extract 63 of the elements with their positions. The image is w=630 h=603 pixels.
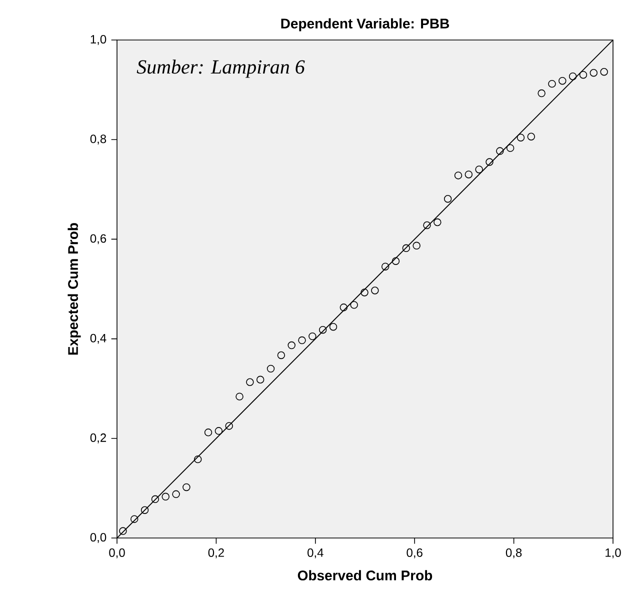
x-tick-label: 0,8 <box>506 548 522 558</box>
point <box>130 515 138 523</box>
point <box>392 257 400 265</box>
point <box>151 495 160 504</box>
point <box>486 158 494 166</box>
point <box>444 194 452 203</box>
point <box>381 262 390 270</box>
point <box>204 428 212 436</box>
x-tick-label: 0,4 <box>308 548 324 558</box>
point <box>600 68 608 76</box>
point <box>402 244 410 252</box>
point <box>277 351 286 360</box>
x-tick-label: 0,0 <box>109 548 125 558</box>
point <box>225 422 233 430</box>
point <box>194 455 202 464</box>
y-tick-label: 0,8 <box>90 134 106 145</box>
point <box>318 326 327 334</box>
x-tick-label: 0,2 <box>208 548 224 558</box>
point <box>579 70 588 79</box>
point <box>371 286 379 294</box>
y-tick-label: 0,4 <box>90 334 106 344</box>
point <box>496 147 504 155</box>
point <box>140 506 149 514</box>
point <box>246 378 254 386</box>
point <box>182 483 190 492</box>
point <box>568 72 577 80</box>
point <box>236 392 244 400</box>
point <box>298 336 306 344</box>
point <box>548 80 556 88</box>
point <box>256 376 264 384</box>
y-tick-label: 0,0 <box>90 533 106 543</box>
point <box>340 304 348 312</box>
point <box>288 341 296 350</box>
point <box>360 288 368 296</box>
point <box>350 301 358 309</box>
point <box>506 144 514 152</box>
point <box>590 68 598 77</box>
point <box>527 132 536 140</box>
y-tick-label: 0,6 <box>90 234 106 244</box>
point <box>434 218 442 226</box>
point <box>172 490 180 498</box>
point <box>516 134 525 142</box>
point <box>119 527 127 535</box>
point <box>558 76 566 85</box>
point <box>538 89 546 98</box>
chart-title: Dependent Variable: PBB <box>281 18 450 32</box>
point <box>162 492 170 501</box>
point <box>214 427 223 435</box>
y-axis-title: Expected Cum Prob <box>68 223 81 355</box>
point <box>464 170 473 178</box>
point <box>329 322 338 331</box>
y-tick-label: 1,0 <box>90 35 106 45</box>
y-tick-label: 0,2 <box>90 433 106 444</box>
point <box>423 221 431 230</box>
point <box>308 332 316 340</box>
x-tick-label: 1,0 <box>606 548 621 558</box>
x-axis-title: Observed Cum Prob <box>298 570 432 580</box>
x-tick-label: 0,6 <box>406 548 422 558</box>
point <box>454 172 462 180</box>
annotation: Sumber: Lampiran 6 <box>136 60 305 78</box>
point <box>475 166 483 174</box>
point <box>412 242 420 250</box>
point <box>266 364 275 373</box>
